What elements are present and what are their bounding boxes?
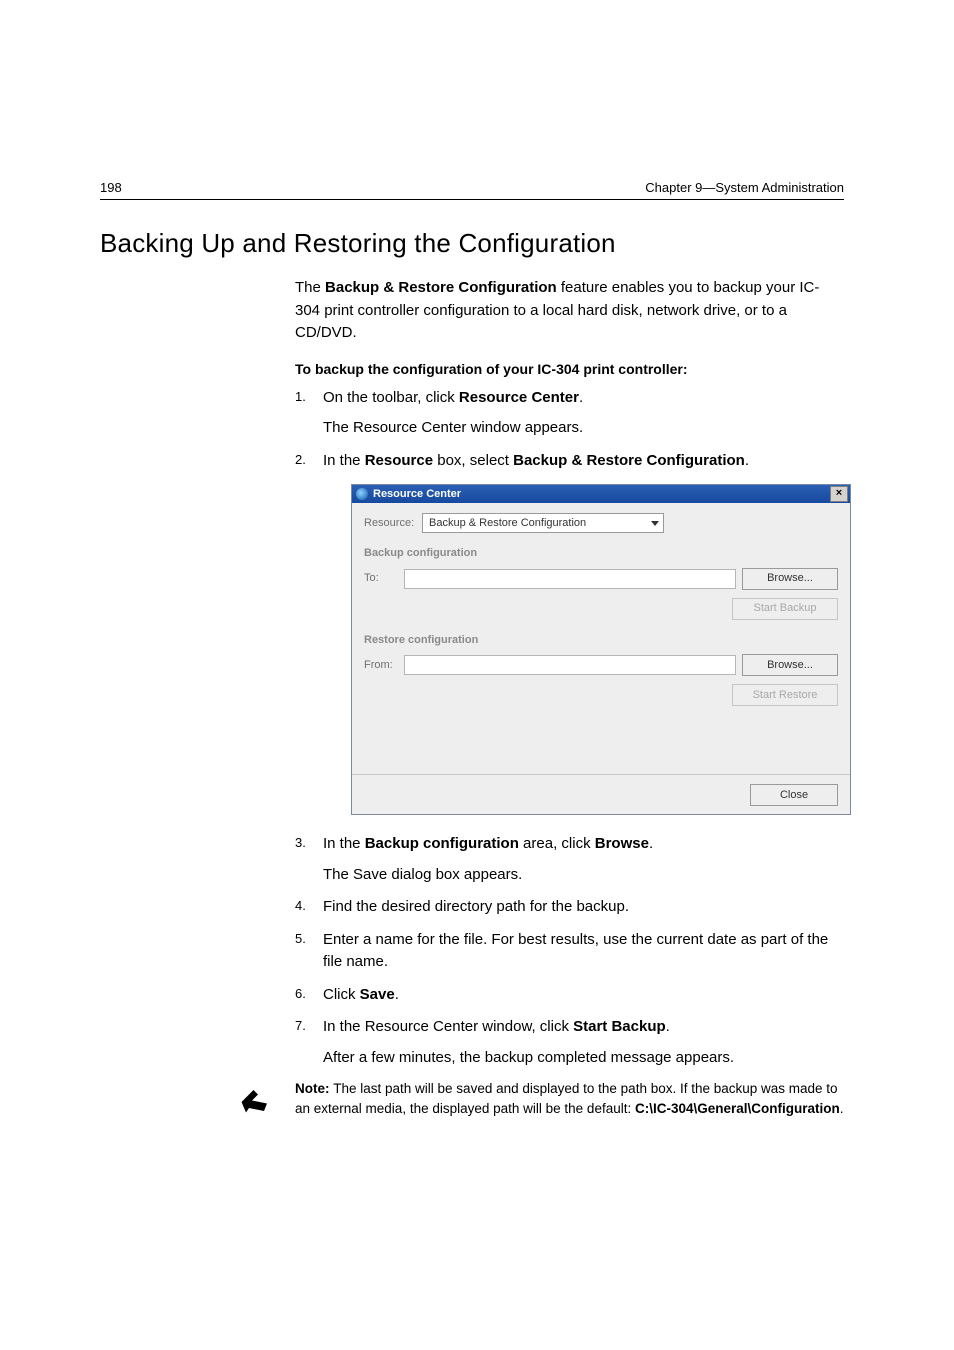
step-4: Find the desired directory path for the …: [295, 896, 844, 919]
restore-path-input[interactable]: [404, 655, 736, 675]
chapter-label: Chapter 9—System Administration: [645, 180, 844, 195]
page-number: 198: [100, 180, 122, 195]
step-1: On the toolbar, click Resource Center. T…: [295, 387, 844, 440]
step-7: In the Resource Center window, click Sta…: [295, 1016, 844, 1069]
close-button[interactable]: ×: [830, 486, 848, 502]
resource-center-dialog: Resource Center × Resource: Backup & Res…: [351, 484, 851, 815]
note-block: Note: The last path will be saved and di…: [237, 1079, 844, 1122]
app-icon: [356, 488, 368, 500]
from-label: From:: [364, 657, 404, 674]
note-label: Note:: [295, 1081, 333, 1096]
dialog-titlebar: Resource Center ×: [352, 485, 850, 503]
step-7-result: After a few minutes, the backup complete…: [323, 1047, 844, 1070]
step-2: In the Resource box, select Backup & Res…: [295, 450, 844, 816]
backup-browse-button[interactable]: Browse...: [742, 568, 838, 590]
note-icon: [237, 1081, 273, 1122]
backup-section-title: Backup configuration: [364, 545, 838, 562]
close-dialog-button[interactable]: Close: [750, 784, 838, 806]
step-3-result: The Save dialog box appears.: [323, 864, 844, 887]
step-6: Click Save.: [295, 984, 844, 1007]
chevron-down-icon: [651, 521, 659, 526]
resource-dropdown[interactable]: Backup & Restore Configuration: [422, 513, 664, 533]
intro-paragraph: The Backup & Restore Configuration featu…: [295, 277, 844, 345]
to-label: To:: [364, 570, 404, 587]
step-5: Enter a name for the file. For best resu…: [295, 929, 844, 974]
step-1-result: The Resource Center window appears.: [323, 417, 844, 440]
dialog-title: Resource Center: [373, 486, 461, 503]
start-restore-button[interactable]: Start Restore: [732, 684, 838, 706]
restore-browse-button[interactable]: Browse...: [742, 654, 838, 676]
step-3: In the Backup configuration area, click …: [295, 833, 844, 886]
backup-path-input[interactable]: [404, 569, 736, 589]
start-backup-button[interactable]: Start Backup: [732, 598, 838, 620]
resource-label: Resource:: [364, 515, 422, 532]
procedure-heading: To backup the configuration of your IC-3…: [295, 361, 844, 377]
page-header: 198 Chapter 9—System Administration: [100, 180, 844, 200]
restore-section-title: Restore configuration: [364, 632, 838, 649]
resource-value: Backup & Restore Configuration: [429, 515, 586, 532]
page-title: Backing Up and Restoring the Configurati…: [100, 228, 844, 259]
